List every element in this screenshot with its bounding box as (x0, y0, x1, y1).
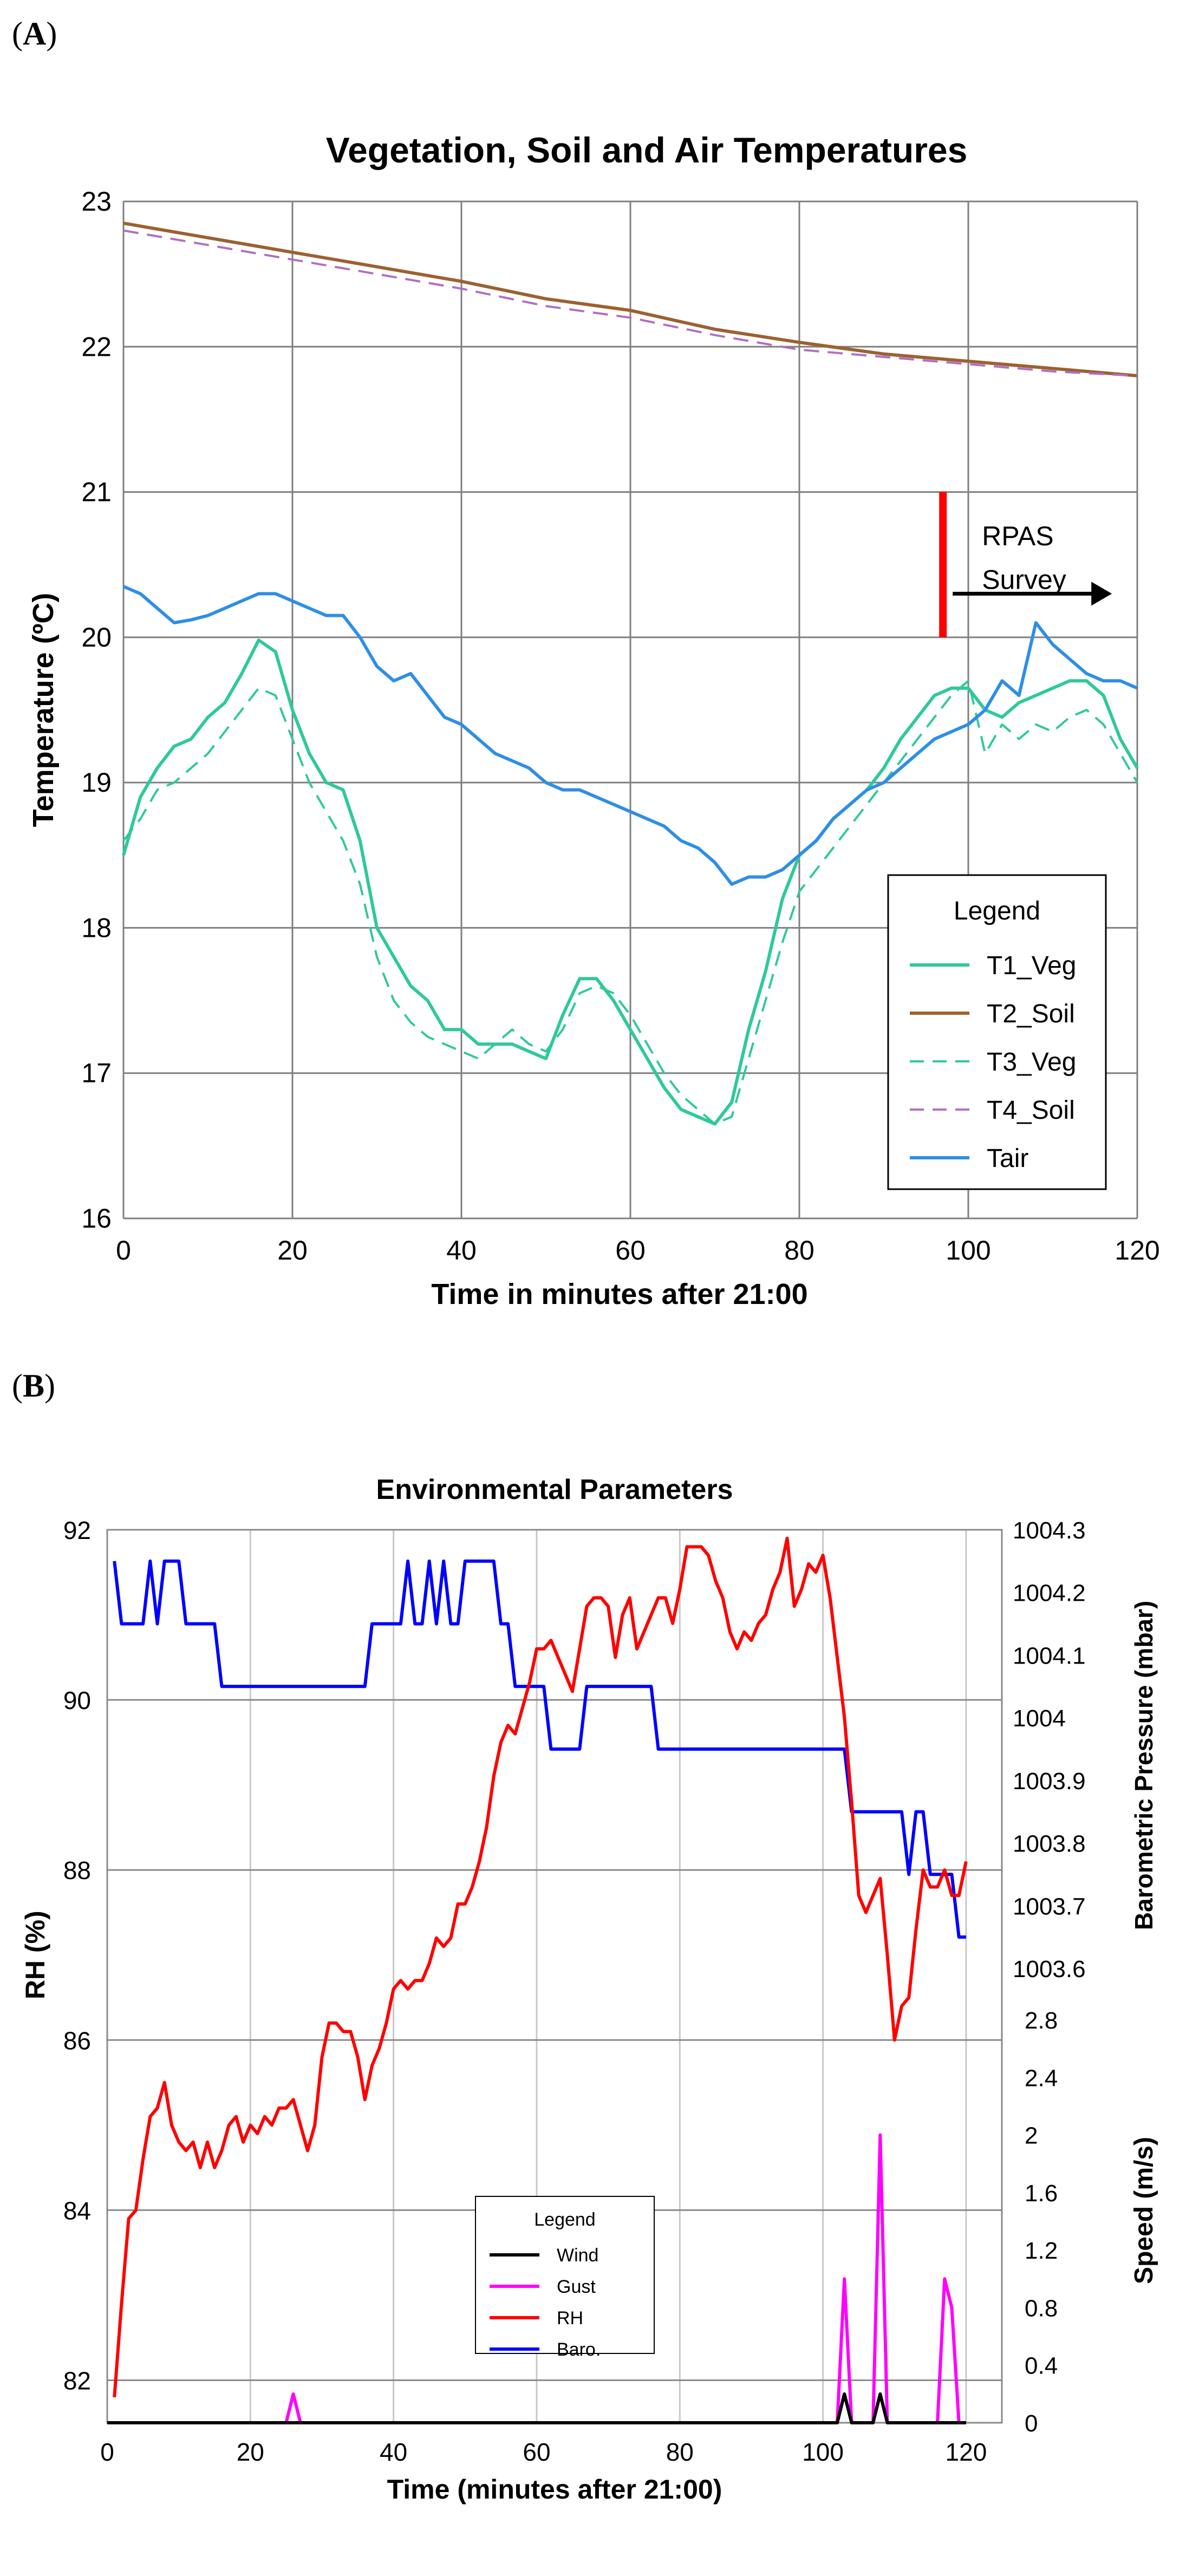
chart-b-ylabel-speed: Speed (m/s) (1130, 2137, 1158, 2284)
rh-tick-label: 90 (63, 1686, 91, 1714)
baro-tick-label: 1003.9 (1013, 1768, 1086, 1795)
x-tick-label: 40 (380, 2438, 407, 2466)
rh-tick-label: 88 (63, 1856, 91, 1884)
rh-tick-label: 82 (63, 2366, 91, 2395)
panel-letter-a: A (22, 16, 47, 51)
panel-label-a: (A) (12, 16, 57, 51)
legend-label-baro: Baro. (557, 2339, 601, 2360)
chart-a-title: Vegetation, Soil and Air Temperatures (326, 130, 968, 170)
legend-label-rh: RH (557, 2308, 583, 2329)
y-tick-label: 18 (81, 912, 112, 943)
x-tick-label: 0 (116, 1235, 131, 1266)
speed-tick-label: 2 (1025, 2123, 1038, 2149)
speed-tick-label: 0.4 (1025, 2353, 1058, 2379)
legend-title: Legend (534, 2209, 595, 2230)
rh-tick-label: 92 (63, 1516, 91, 1544)
annotation-survey: Survey (982, 564, 1066, 595)
baro-tick-label: 1004.1 (1013, 1642, 1086, 1669)
legend-label-gust: Gust (557, 2277, 596, 2297)
y-tick-label: 23 (81, 186, 112, 217)
y-tick-label: 19 (81, 767, 112, 798)
chart-b-xlabel: Time (minutes after 21:00) (387, 2474, 722, 2505)
panel-label-b: (B) (12, 1368, 55, 1404)
legend-box (475, 2196, 655, 2354)
x-tick-label: 100 (946, 1235, 990, 1266)
x-tick-label: 120 (1115, 1235, 1159, 1266)
series-line-tair (122, 585, 1138, 886)
legend-label-t4-soil: T4_Soil (987, 1096, 1075, 1125)
panel-letter-b: B (22, 1368, 45, 1404)
speed-tick-label: 0 (1025, 2410, 1038, 2437)
series-line-baro (113, 1559, 966, 1939)
speed-tick-label: 1.6 (1025, 2180, 1058, 2207)
x-tick-label: 60 (523, 2438, 550, 2466)
temperature-chart: 16 17 18 19 20 21 22 23 0 20 40 60 80 100 120 Vegetatio… (27, 130, 1160, 1310)
y-tick-label: 21 (81, 477, 112, 507)
annotation-rpas: RPAS (982, 521, 1053, 551)
baro-tick-label: 1003.6 (1013, 1956, 1086, 1982)
x-tick-label: 80 (666, 2438, 694, 2466)
series-line-t3-veg (122, 680, 1138, 1125)
legend-title: Legend (954, 897, 1040, 925)
baro-tick-label: 1003.7 (1013, 1893, 1086, 1920)
chart-b-ylabel-rh: RH (%) (20, 1910, 50, 1999)
speed-tick-label: 0.8 (1025, 2295, 1058, 2321)
series-line-rh (113, 1536, 968, 2398)
chart-a-xlabel: Time in minutes after 21:00 (431, 1278, 807, 1310)
rh-tick-label: 86 (63, 2026, 91, 2055)
legend-label-t3-veg: T3_Veg (987, 1048, 1076, 1077)
y-tick-label: 22 (81, 331, 112, 362)
legend-label-t1-veg: T1_Veg (987, 951, 1076, 980)
x-tick-label: 0 (100, 2438, 114, 2466)
y-tick-label: 16 (81, 1203, 112, 1234)
x-tick-label: 20 (277, 1235, 308, 1266)
y-tick-label: 17 (81, 1058, 112, 1088)
rpas-survey-arrowhead (1091, 582, 1112, 606)
speed-tick-label: 2.4 (1025, 2065, 1058, 2091)
series-line-wind (107, 2392, 966, 2424)
legend-box (887, 874, 1107, 1190)
legend-label-wind: Wind (557, 2245, 598, 2266)
x-tick-label: 100 (802, 2438, 844, 2466)
x-tick-label: 20 (237, 2438, 264, 2466)
legend-label-tair: Tair (987, 1144, 1028, 1173)
chart-b-ylabel-baro: Barometric Pressure (mbar) (1130, 1601, 1158, 1930)
baro-tick-label: 1004.3 (1013, 1517, 1086, 1544)
series-line-t4-soil (123, 229, 1138, 377)
baro-tick-label: 1003.8 (1013, 1831, 1086, 1857)
rh-tick-label: 84 (63, 2196, 91, 2225)
speed-tick-label: 1.2 (1025, 2238, 1058, 2264)
series-line-t2-soil (123, 221, 1138, 377)
y-tick-label: 20 (81, 622, 112, 653)
baro-tick-label: 1004 (1013, 1705, 1066, 1732)
legend-label-t2-soil: T2_Soil (987, 1000, 1075, 1028)
series-line-t1-veg (122, 638, 1139, 1126)
x-tick-label: 80 (784, 1235, 814, 1266)
x-tick-label: 40 (446, 1235, 477, 1266)
baro-tick-label: 1004.2 (1013, 1580, 1086, 1607)
x-tick-label: 120 (946, 2438, 987, 2466)
x-tick-label: 60 (615, 1235, 646, 1266)
speed-tick-label: 2.8 (1025, 2007, 1058, 2034)
chart-b-title: Environmental Parameters (376, 1474, 733, 1505)
chart-a-ylabel: Temperature (ºC) (27, 593, 60, 827)
